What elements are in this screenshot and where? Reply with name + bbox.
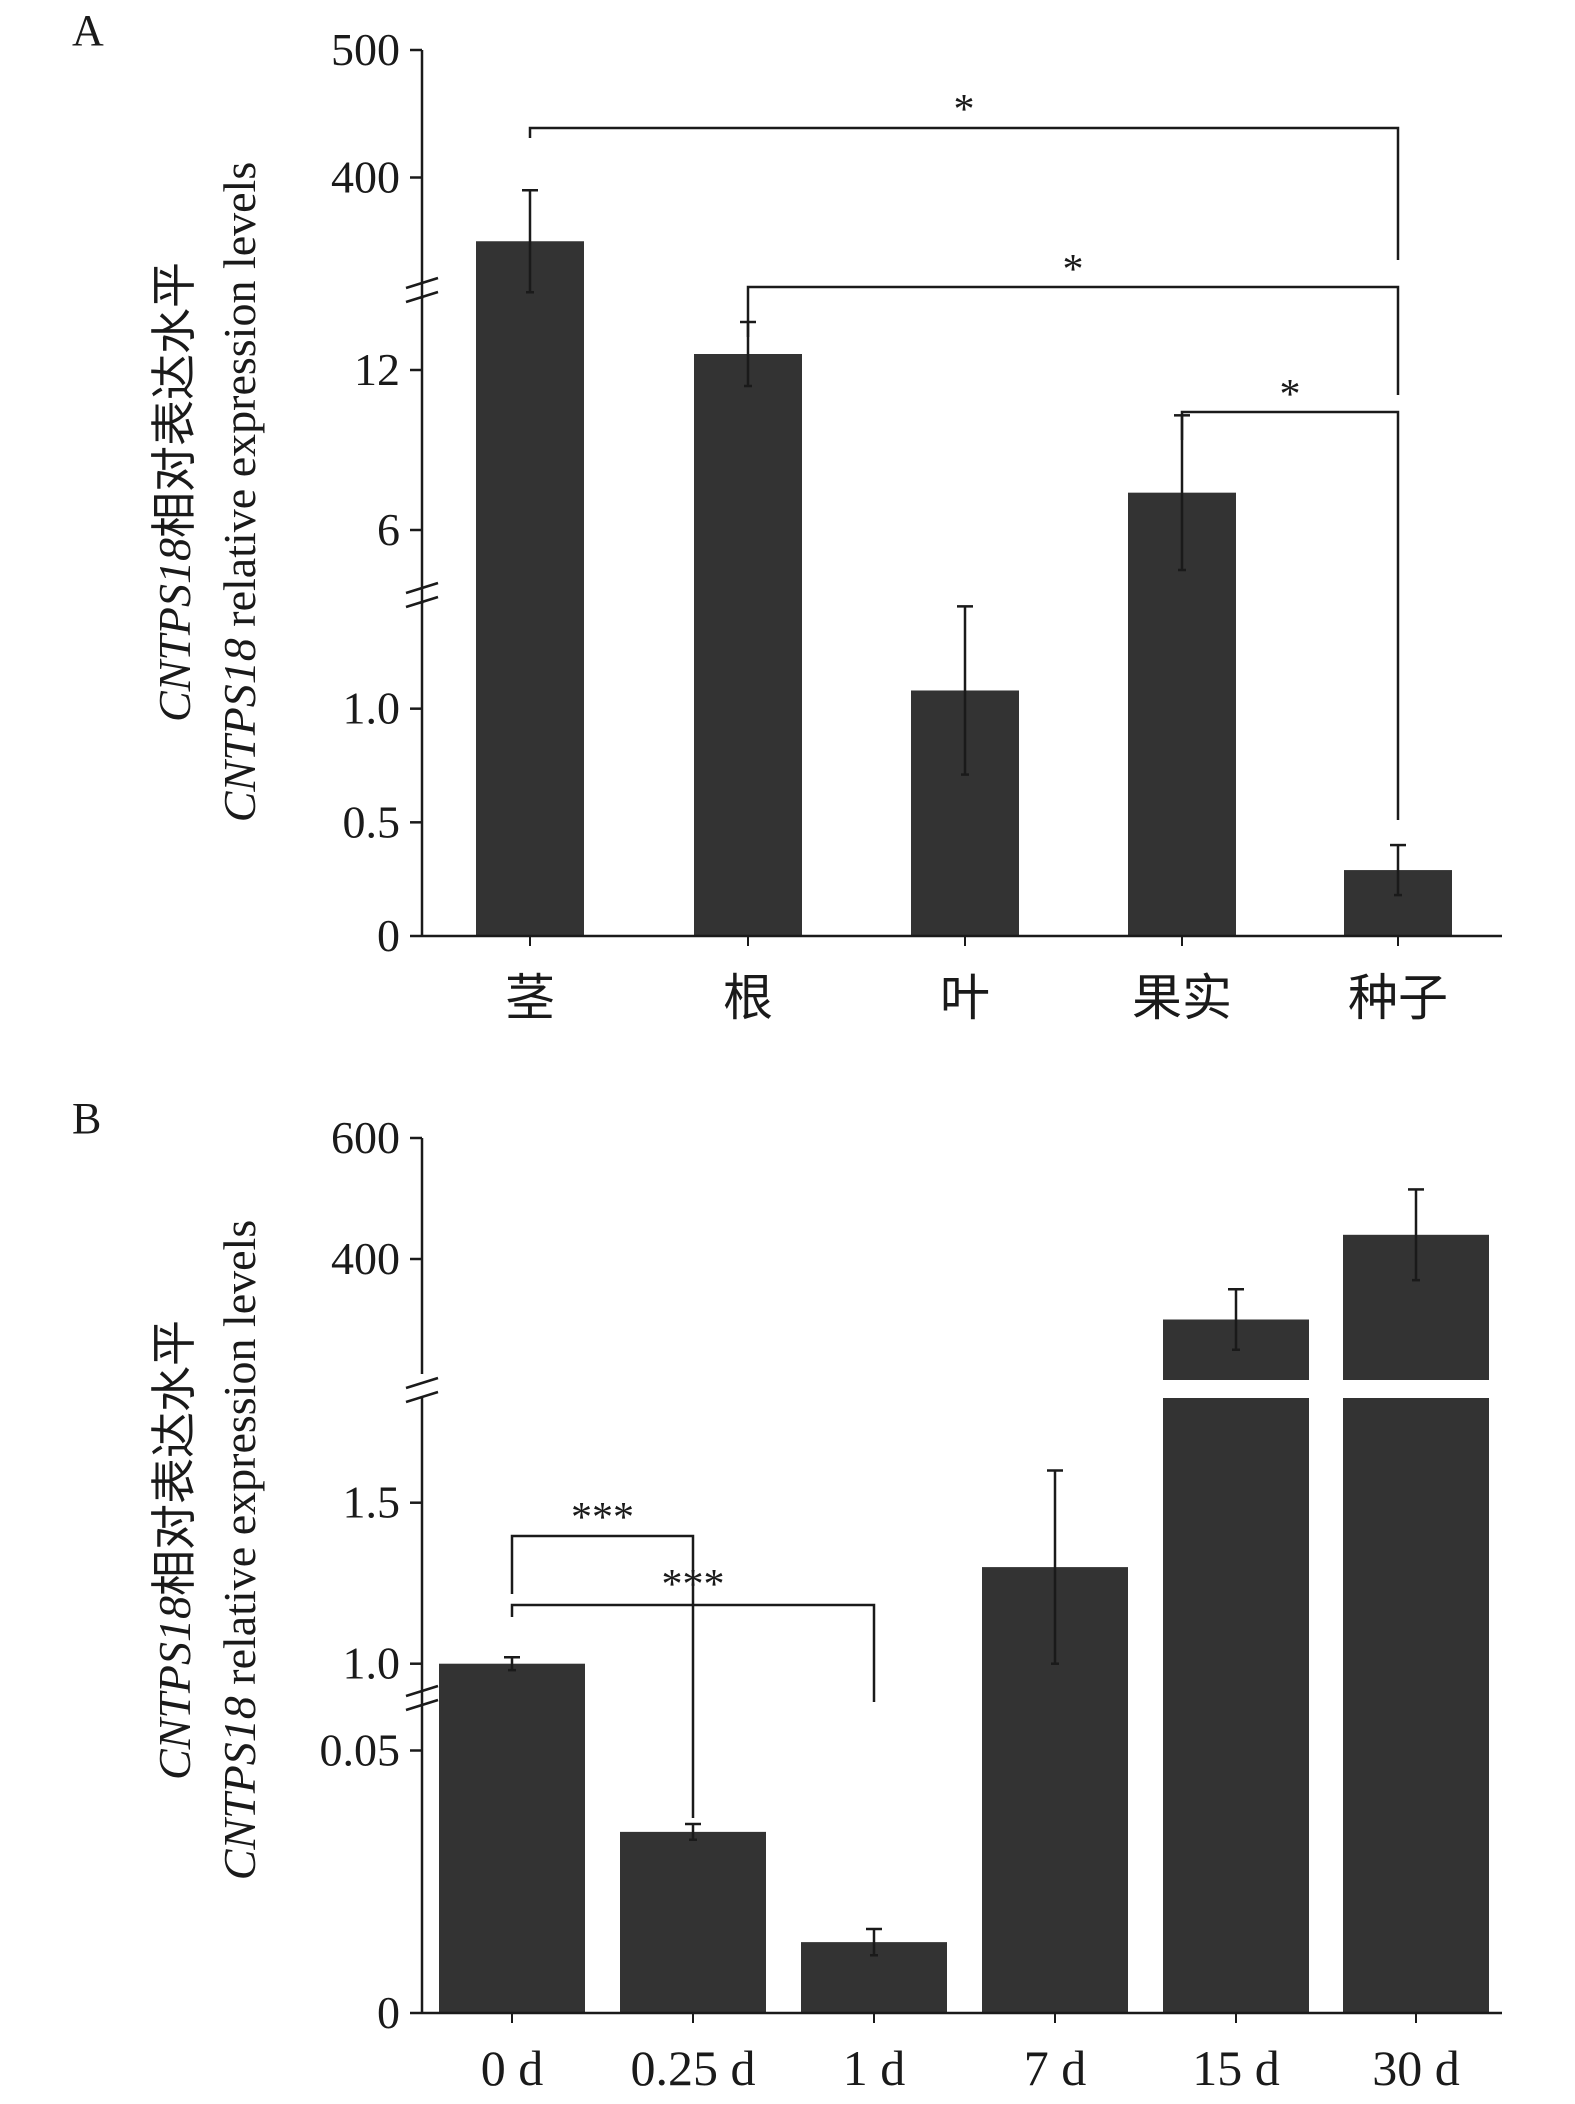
significance-label: *** (662, 1562, 725, 1608)
bar-0 d-seg1 (439, 1663, 585, 1712)
panel-label: B (72, 1094, 101, 1143)
x-tick-label: 种子 (1348, 970, 1448, 1026)
significance-bracket (528, 126, 1400, 260)
bar-根-seg0 (694, 603, 802, 936)
y-tick-label: 0.05 (320, 1725, 401, 1776)
significance-bracket (746, 285, 1400, 395)
y-axis-label-gene: CNTPS18 (149, 1596, 200, 1780)
bar-茎-seg0 (476, 603, 584, 936)
x-tick-label: 茎 (505, 970, 555, 1026)
significance-label: * (954, 87, 975, 133)
bar-7 d-seg0 (982, 1706, 1128, 2013)
y-axis-label-text: relative expression levels (214, 162, 265, 638)
axis-break-mark (405, 1376, 439, 1390)
y-axis-label-gene: CNTPS18 (149, 538, 200, 722)
y-axis-label-text: relative expression levels (214, 1220, 265, 1696)
significance-bracket (510, 1603, 876, 1702)
bar-0.25 d-seg0 (620, 1831, 766, 2013)
y-axis-label-gene: CNTPS18 (214, 638, 265, 822)
x-tick-label: 果实 (1132, 970, 1232, 1026)
y-tick-label: 1.0 (343, 683, 401, 734)
y-tick-label: 1.5 (343, 1477, 401, 1528)
x-tick-label: 30 d (1372, 2040, 1460, 2096)
x-tick-label: 15 d (1192, 2040, 1280, 2096)
bar-30 d-seg1 (1343, 1398, 1489, 1712)
y-tick-label: 500 (331, 24, 400, 75)
y-tick-label: 600 (331, 1112, 400, 1163)
y-tick-label: 400 (331, 1233, 400, 1284)
bar-茎-seg1 (476, 298, 584, 610)
x-tick-label: 7 d (1024, 2040, 1087, 2096)
y-tick-label: 6 (377, 504, 400, 555)
bar-15 d-seg1 (1163, 1398, 1309, 1712)
y-axis-label-line-2: CNTPS18 relative expression levels (214, 162, 265, 823)
significance-bracket (1180, 410, 1400, 820)
y-tick-label: 0 (377, 1987, 400, 2038)
x-tick-label: 0.25 d (631, 2040, 756, 2096)
significance-label: * (1280, 372, 1301, 418)
bar-15 d-seg0 (1163, 1706, 1309, 2013)
x-tick-label: 根 (723, 970, 773, 1026)
significance-bracket (510, 1534, 695, 1818)
panel-label: A (72, 6, 104, 55)
bar-30 d-seg0 (1343, 1706, 1489, 2013)
y-axis-label-line-2: CNTPS18 relative expression levels (214, 1220, 265, 1881)
y-tick-label: 0.5 (343, 796, 401, 847)
x-tick-label: 0 d (481, 2040, 544, 2096)
x-tick-label: 叶 (940, 970, 990, 1026)
significance-label: *** (571, 1495, 634, 1541)
y-axis-label-text: 相对表达水平 (149, 262, 200, 538)
x-tick-label: 1 d (843, 2040, 906, 2096)
y-axis-label-text: 相对表达水平 (149, 1320, 200, 1596)
y-tick-label: 400 (331, 152, 400, 203)
y-axis-label-line-1: CNTPS18相对表达水平 (149, 1320, 200, 1780)
y-tick-label: 1.0 (343, 1638, 401, 1689)
y-axis-label-line-1: CNTPS18相对表达水平 (149, 262, 200, 722)
significance-label: * (1063, 247, 1084, 293)
axis-break-mark (405, 1390, 439, 1404)
bar-0 d-seg0 (439, 1706, 585, 2013)
bar-根-seg1 (694, 354, 802, 610)
y-tick-label: 12 (354, 344, 400, 395)
y-axis-label-gene: CNTPS18 (214, 1696, 265, 1880)
y-tick-label: 0 (377, 910, 400, 961)
bar-果实-seg0 (1128, 603, 1236, 936)
